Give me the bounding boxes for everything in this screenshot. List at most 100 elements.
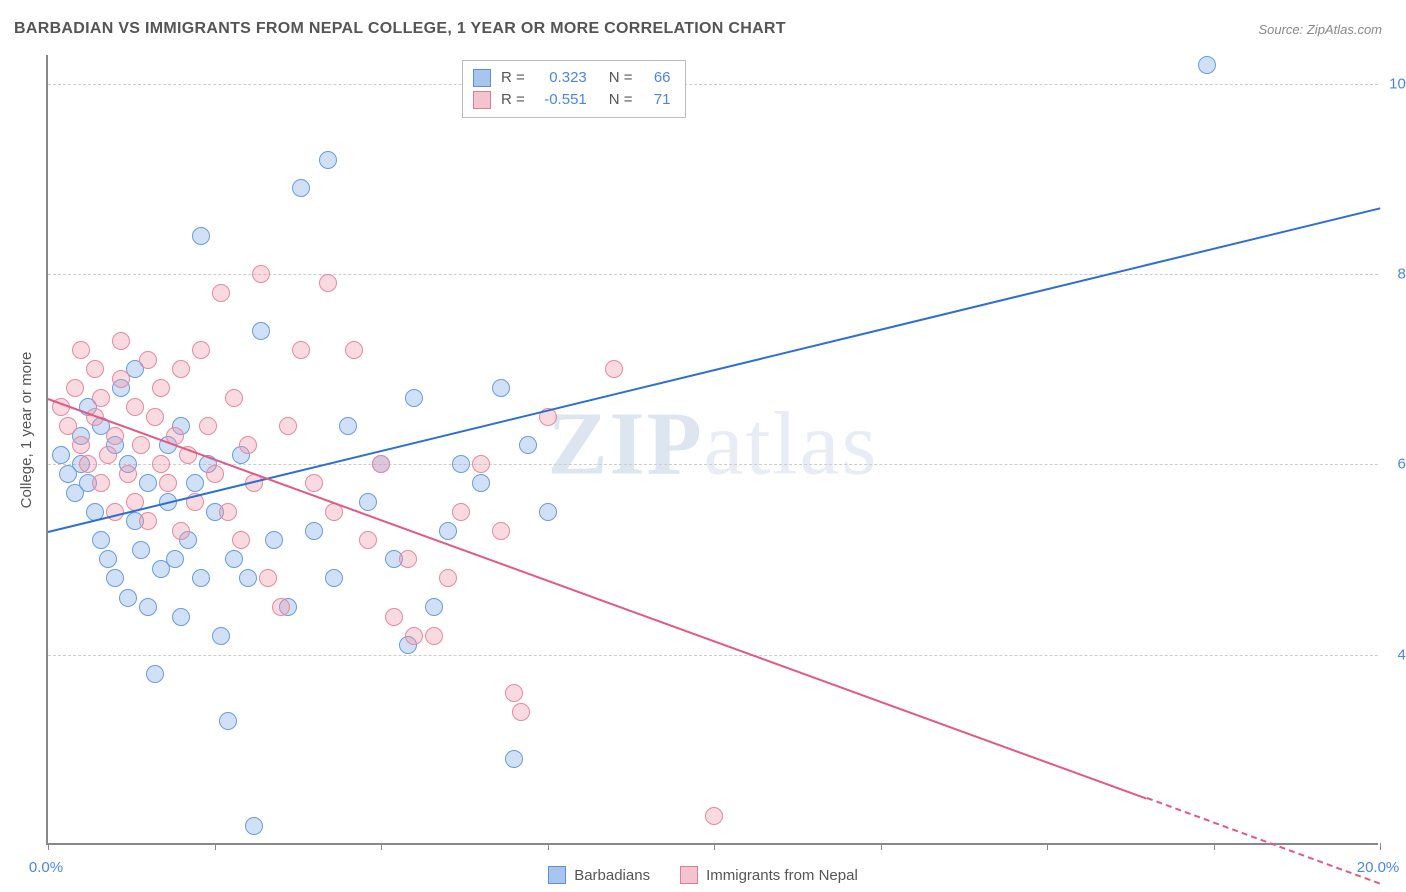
data-point [152, 455, 170, 473]
data-point [232, 531, 250, 549]
data-point [399, 550, 417, 568]
data-point [405, 627, 423, 645]
data-point [212, 627, 230, 645]
y-tick-label: 80.0% [1385, 265, 1406, 282]
data-point [219, 712, 237, 730]
x-tick [714, 843, 715, 850]
legend-swatch [680, 866, 698, 884]
data-point [192, 341, 210, 359]
legend-label: Immigrants from Nepal [706, 867, 858, 884]
data-point [385, 608, 403, 626]
data-point [305, 474, 323, 492]
x-tick-label: 0.0% [29, 859, 63, 876]
data-point [492, 379, 510, 397]
stat-row: R =0.323N =66 [473, 67, 671, 89]
gridline [48, 84, 1378, 85]
data-point [425, 598, 443, 616]
data-point [519, 436, 537, 454]
watermark: ZIPatlas [548, 392, 879, 495]
data-point [325, 569, 343, 587]
data-point [92, 531, 110, 549]
data-point [359, 531, 377, 549]
data-point [512, 703, 530, 721]
data-point [166, 550, 184, 568]
data-point [99, 446, 117, 464]
data-point [192, 227, 210, 245]
data-point [319, 151, 337, 169]
stat-value: -0.551 [535, 89, 587, 111]
data-point [239, 569, 257, 587]
x-tick [48, 843, 49, 850]
gridline [48, 655, 1378, 656]
data-point [119, 465, 137, 483]
data-point [132, 541, 150, 559]
data-point [319, 274, 337, 292]
data-point [505, 684, 523, 702]
data-point [225, 550, 243, 568]
data-point [92, 389, 110, 407]
data-point [172, 522, 190, 540]
stat-value: 0.323 [535, 67, 587, 89]
data-point [439, 569, 457, 587]
data-point [605, 360, 623, 378]
data-point [59, 417, 77, 435]
data-point [159, 474, 177, 492]
data-point [252, 322, 270, 340]
data-point [339, 417, 357, 435]
legend-swatch [473, 69, 491, 87]
data-point [72, 436, 90, 454]
data-point [212, 284, 230, 302]
x-tick [1380, 843, 1381, 850]
data-point [146, 665, 164, 683]
data-point [452, 455, 470, 473]
data-point [425, 627, 443, 645]
data-point [132, 436, 150, 454]
data-point [86, 360, 104, 378]
data-point [292, 179, 310, 197]
data-point [219, 503, 237, 521]
stat-label: N = [609, 67, 633, 89]
trend-line [48, 398, 1148, 800]
data-point [106, 427, 124, 445]
source-label: Source: ZipAtlas.com [1258, 22, 1382, 37]
data-point [245, 817, 263, 835]
data-point [172, 608, 190, 626]
data-point [252, 265, 270, 283]
data-point [79, 455, 97, 473]
x-tick [548, 843, 549, 850]
x-tick [881, 843, 882, 850]
data-point [186, 474, 204, 492]
legend-swatch [548, 866, 566, 884]
data-point [305, 522, 323, 540]
data-point [199, 417, 217, 435]
data-point [359, 493, 377, 511]
data-point [139, 512, 157, 530]
data-point [92, 474, 110, 492]
x-tick-label: 20.0% [1357, 859, 1400, 876]
data-point [452, 503, 470, 521]
x-tick [381, 843, 382, 850]
data-point [705, 807, 723, 825]
chart-container: BARBADIAN VS IMMIGRANTS FROM NEPAL COLLE… [0, 0, 1406, 892]
data-point [1198, 56, 1216, 74]
gridline [48, 464, 1378, 465]
data-point [439, 522, 457, 540]
stat-label: R = [501, 67, 525, 89]
legend-item: Immigrants from Nepal [680, 866, 858, 884]
data-point [345, 341, 363, 359]
y-axis-label: College, 1 year or more [18, 352, 35, 509]
legend-label: Barbadians [574, 867, 650, 884]
data-point [112, 370, 130, 388]
trend-line [48, 207, 1380, 533]
data-point [372, 455, 390, 473]
data-point [119, 589, 137, 607]
data-point [259, 569, 277, 587]
data-point [472, 474, 490, 492]
x-tick [1214, 843, 1215, 850]
data-point [225, 389, 243, 407]
stat-row: R =-0.551N =71 [473, 89, 671, 111]
bottom-legend: Barbadians Immigrants from Nepal [0, 866, 1406, 884]
data-point [279, 417, 297, 435]
stat-label: N = [609, 89, 633, 111]
data-point [292, 341, 310, 359]
